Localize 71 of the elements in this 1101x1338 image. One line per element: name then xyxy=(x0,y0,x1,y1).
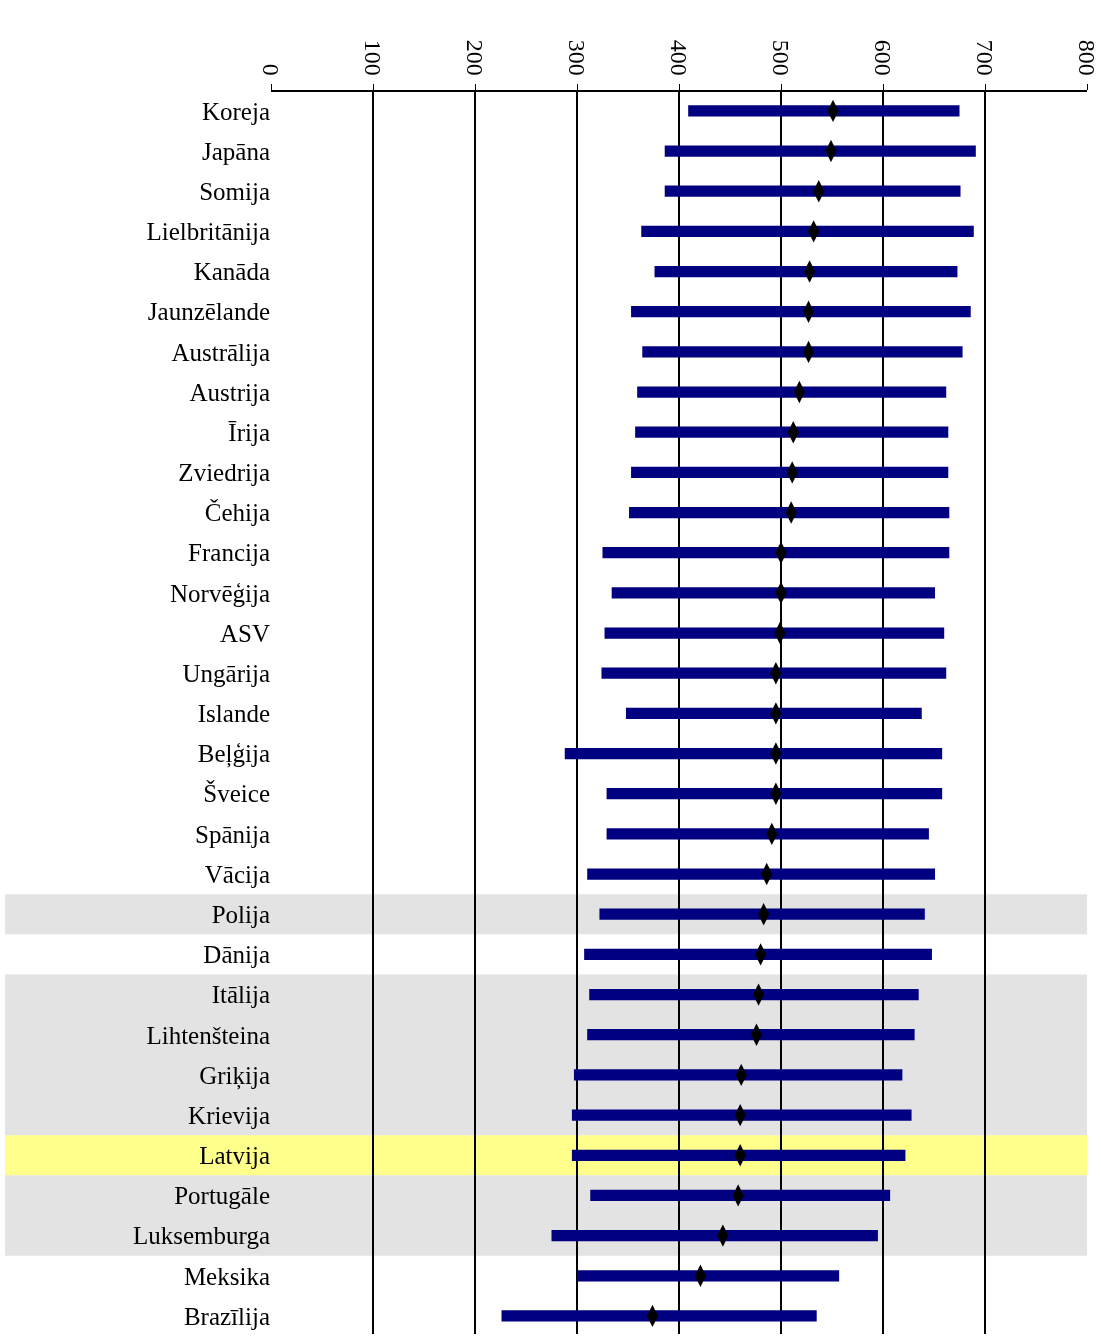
x-tick-label: 0 xyxy=(258,63,285,76)
y-tick-label: Luksemburga xyxy=(132,1222,270,1250)
y-tick-label: Islande xyxy=(197,700,270,728)
bar xyxy=(599,908,925,920)
bar xyxy=(664,185,961,197)
bar xyxy=(602,547,950,559)
y-tick-label: Kanāda xyxy=(193,258,270,286)
y-tick-label: Japāna xyxy=(201,137,270,165)
x-tick-label: 800 xyxy=(1074,39,1101,76)
bar xyxy=(571,1109,912,1121)
y-tick-label: Portugāle xyxy=(174,1182,270,1210)
x-tick-label: 400 xyxy=(666,39,693,76)
x-tick-label: 700 xyxy=(972,39,999,76)
y-tick-label: Īrija xyxy=(228,418,270,446)
y-tick-label: Francija xyxy=(188,539,270,567)
y-tick-label: Zviedrija xyxy=(178,459,270,487)
x-tick-label: 500 xyxy=(768,39,795,76)
y-tick-label: Beļģija xyxy=(197,740,270,769)
y-tick-label: Itālija xyxy=(211,981,270,1009)
y-tick-label: Austrālija xyxy=(171,338,270,366)
bar xyxy=(501,1310,817,1322)
bar xyxy=(564,747,943,760)
y-tick-label: Koreja xyxy=(201,97,270,125)
bar xyxy=(642,346,963,358)
bar xyxy=(654,265,958,278)
bar xyxy=(587,1029,915,1041)
bar xyxy=(584,948,932,961)
bar xyxy=(604,627,945,639)
x-tick-label: 300 xyxy=(564,39,591,76)
bar xyxy=(606,788,943,800)
bar xyxy=(637,386,947,398)
y-tick-label: Lielbritānija xyxy=(146,218,270,246)
bar xyxy=(611,587,936,599)
bar xyxy=(629,506,950,519)
y-tick-label: Spānija xyxy=(195,820,270,848)
y-tick-label: Ungārija xyxy=(182,659,270,687)
bar xyxy=(601,667,947,679)
bar xyxy=(641,225,974,238)
bar xyxy=(589,988,919,1001)
bar xyxy=(664,145,976,157)
bar xyxy=(587,868,936,880)
bar xyxy=(688,105,960,117)
y-tick-label: Somija xyxy=(199,177,270,205)
y-tick-label: Jaunzēlande xyxy=(147,298,270,326)
y-tick-label: Šveice xyxy=(203,779,270,808)
y-tick-label: Čehija xyxy=(204,499,270,527)
bar xyxy=(577,1270,840,1282)
y-tick-label: Latvija xyxy=(199,1142,270,1169)
bar xyxy=(571,1149,906,1161)
y-tick-label: Norvēģija xyxy=(170,579,270,607)
bar xyxy=(590,1189,891,1202)
x-tick-label: 600 xyxy=(870,39,897,76)
y-tick-label: Lihtenšteina xyxy=(146,1021,270,1049)
x-tick-label: 200 xyxy=(462,39,489,76)
bar xyxy=(606,828,929,840)
y-tick-label: Polija xyxy=(211,900,270,928)
y-tick-label: Vācija xyxy=(204,860,270,888)
bar xyxy=(631,306,971,318)
bar xyxy=(635,426,949,438)
bar xyxy=(625,707,922,720)
x-tick-label: 100 xyxy=(360,39,387,76)
bar xyxy=(573,1069,903,1081)
bar xyxy=(551,1229,878,1242)
y-tick-label: Meksika xyxy=(183,1262,270,1290)
bar xyxy=(631,466,949,479)
y-tick-label: Austrija xyxy=(189,378,270,406)
y-tick-label: Dānija xyxy=(203,941,270,969)
y-tick-label: Krievija xyxy=(188,1101,270,1129)
y-tick-label: Griķija xyxy=(199,1061,270,1090)
y-tick-label: Brazīlija xyxy=(183,1302,270,1330)
y-tick-label: ASV xyxy=(219,619,270,647)
